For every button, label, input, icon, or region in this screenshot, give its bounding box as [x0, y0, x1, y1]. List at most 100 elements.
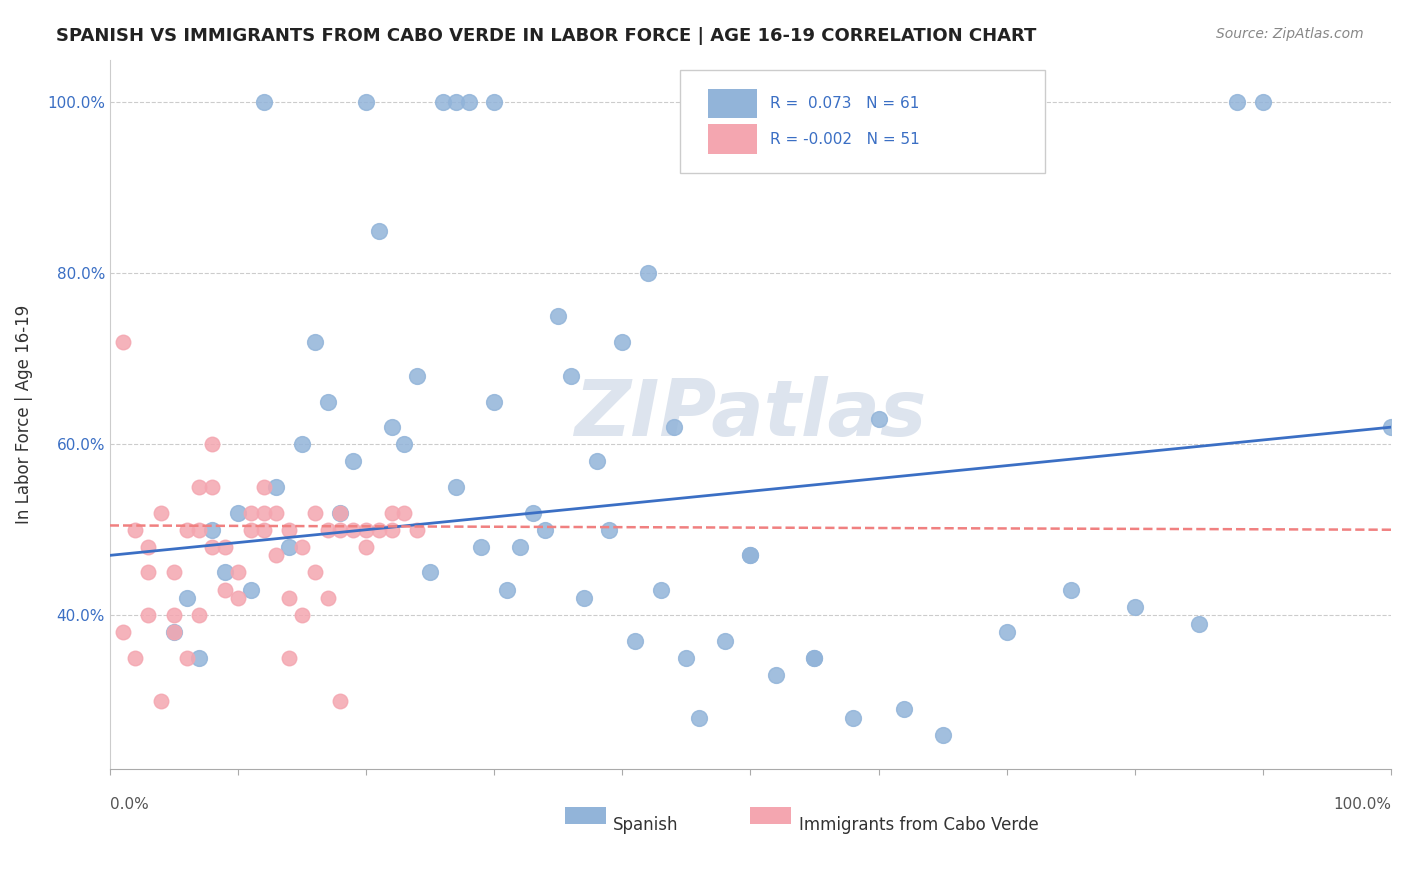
Point	[163, 625, 186, 640]
Point	[406, 368, 429, 383]
Point	[226, 566, 249, 580]
Point	[201, 540, 224, 554]
Point	[650, 582, 672, 597]
Point	[201, 523, 224, 537]
Point	[252, 95, 274, 110]
Point	[278, 651, 301, 665]
Point	[482, 95, 505, 110]
Point	[111, 625, 134, 640]
FancyBboxPatch shape	[681, 70, 1045, 173]
Point	[995, 625, 1018, 640]
Point	[394, 437, 416, 451]
Point	[239, 523, 262, 537]
Point	[740, 549, 762, 563]
Point	[931, 728, 953, 742]
Point	[740, 549, 762, 563]
Point	[675, 651, 697, 665]
Point	[547, 309, 569, 323]
Point	[367, 523, 389, 537]
Point	[893, 702, 915, 716]
Point	[111, 334, 134, 349]
Point	[572, 591, 595, 606]
Point	[176, 651, 198, 665]
Point	[444, 95, 467, 110]
Point	[470, 540, 492, 554]
Point	[304, 334, 326, 349]
Point	[136, 540, 159, 554]
Point	[688, 711, 710, 725]
Point	[291, 437, 314, 451]
Point	[419, 566, 441, 580]
Point	[278, 540, 301, 554]
Text: Spanish: Spanish	[613, 816, 679, 834]
Point	[136, 608, 159, 623]
Point	[803, 651, 825, 665]
Point	[188, 523, 211, 537]
FancyBboxPatch shape	[709, 88, 756, 119]
Point	[612, 334, 634, 349]
FancyBboxPatch shape	[709, 124, 756, 154]
Point	[278, 591, 301, 606]
Point	[304, 566, 326, 580]
Point	[585, 454, 607, 468]
Point	[150, 506, 173, 520]
Point	[188, 651, 211, 665]
Point	[329, 506, 352, 520]
Point	[124, 651, 146, 665]
Point	[342, 454, 364, 468]
Point	[1226, 95, 1249, 110]
Point	[354, 540, 377, 554]
Point	[1251, 95, 1274, 110]
Point	[252, 506, 274, 520]
Point	[842, 711, 865, 725]
Point	[406, 523, 429, 537]
Text: R = -0.002   N = 51: R = -0.002 N = 51	[769, 131, 920, 146]
Point	[226, 591, 249, 606]
Point	[662, 420, 685, 434]
Text: SPANISH VS IMMIGRANTS FROM CABO VERDE IN LABOR FORCE | AGE 16-19 CORRELATION CHA: SPANISH VS IMMIGRANTS FROM CABO VERDE IN…	[56, 27, 1036, 45]
Point	[803, 651, 825, 665]
Point	[266, 549, 288, 563]
Point	[522, 506, 544, 520]
Point	[598, 523, 620, 537]
Point	[329, 506, 352, 520]
Point	[278, 523, 301, 537]
Text: Immigrants from Cabo Verde: Immigrants from Cabo Verde	[799, 816, 1039, 834]
Point	[457, 95, 479, 110]
Point	[214, 566, 236, 580]
Point	[252, 523, 274, 537]
Point	[482, 394, 505, 409]
Point	[342, 523, 364, 537]
Point	[354, 95, 377, 110]
Point	[560, 368, 582, 383]
Point	[329, 523, 352, 537]
Point	[226, 506, 249, 520]
Text: R =  0.073   N = 61: R = 0.073 N = 61	[769, 96, 920, 112]
Point	[304, 506, 326, 520]
Point	[201, 437, 224, 451]
Point	[214, 540, 236, 554]
Point	[1123, 599, 1146, 614]
Point	[188, 608, 211, 623]
Point	[316, 591, 339, 606]
Y-axis label: In Labor Force | Age 16-19: In Labor Force | Age 16-19	[15, 305, 32, 524]
Point	[239, 582, 262, 597]
Point	[316, 523, 339, 537]
Point	[163, 625, 186, 640]
Point	[868, 411, 890, 425]
Point	[354, 523, 377, 537]
Point	[367, 223, 389, 237]
Point	[394, 506, 416, 520]
Point	[381, 523, 404, 537]
Point	[381, 506, 404, 520]
FancyBboxPatch shape	[751, 807, 792, 824]
Point	[150, 694, 173, 708]
Point	[176, 523, 198, 537]
Point	[188, 480, 211, 494]
Point	[163, 608, 186, 623]
Point	[381, 420, 404, 434]
Point	[1188, 616, 1211, 631]
Text: 0.0%: 0.0%	[110, 797, 149, 813]
Point	[266, 506, 288, 520]
Point	[534, 523, 557, 537]
